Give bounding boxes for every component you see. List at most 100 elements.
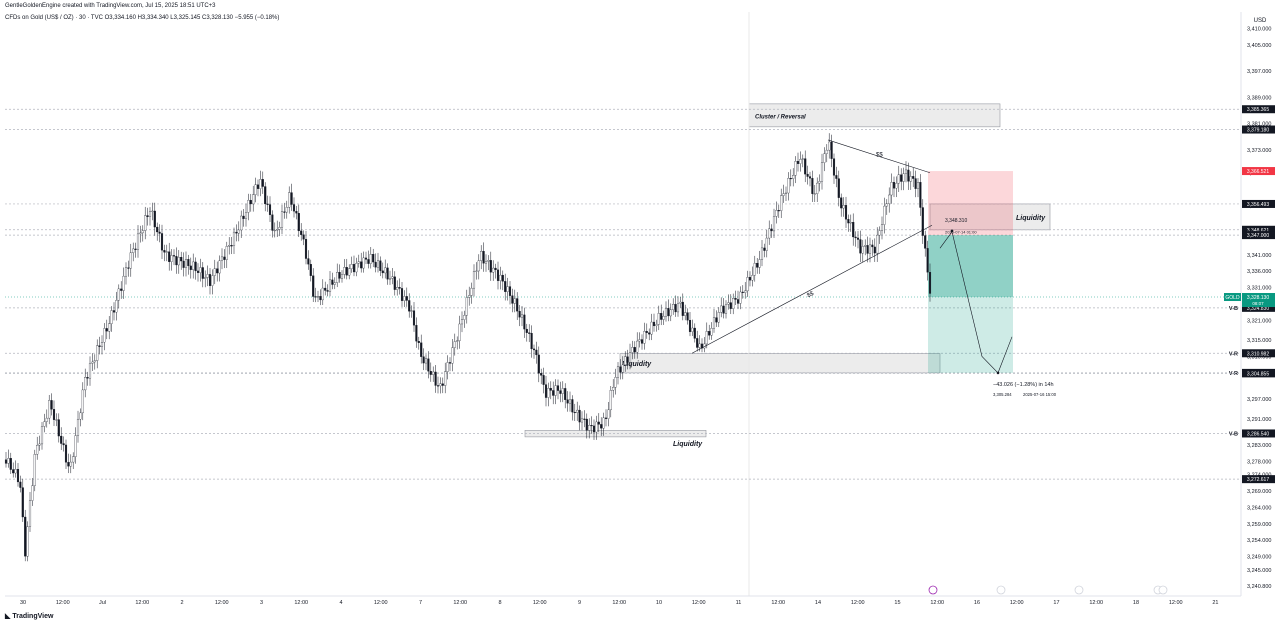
- candle-body: [57, 419, 60, 437]
- candle-body: [105, 328, 108, 332]
- candle-body: [552, 390, 555, 396]
- candle: [919, 174, 922, 216]
- candle-body: [225, 246, 228, 260]
- candle: [681, 293, 684, 321]
- candle-body: [369, 254, 372, 264]
- price-level-label: 3,379.180: [1247, 128, 1269, 134]
- candle-body: [256, 184, 260, 189]
- candle: [847, 214, 850, 232]
- candle: [508, 281, 512, 305]
- candle-body: [110, 310, 113, 324]
- zone-box: [929, 203, 1051, 231]
- candle-body: [772, 216, 776, 232]
- candle: [182, 252, 185, 277]
- candle-body: [343, 267, 346, 275]
- candle: [693, 323, 696, 343]
- candle: [552, 381, 555, 405]
- candle: [201, 262, 204, 288]
- price-level-badge: [1242, 369, 1275, 378]
- candle-body: [664, 308, 668, 317]
- candle: [278, 221, 281, 237]
- candle-body: [636, 340, 639, 353]
- candle: [112, 302, 116, 321]
- candle-body: [811, 178, 814, 194]
- candle: [650, 313, 653, 341]
- candle: [136, 225, 140, 258]
- candle-body: [525, 328, 528, 333]
- candle: [520, 306, 524, 327]
- x-tick-label: 12:00: [1169, 600, 1183, 606]
- candle-body: [127, 267, 130, 269]
- candle-body: [679, 301, 682, 304]
- candle-body: [122, 275, 125, 291]
- candle: [477, 254, 480, 280]
- candle: [40, 422, 44, 450]
- candle-body: [213, 268, 216, 276]
- candle-body: [268, 204, 272, 215]
- candle-body: [436, 385, 440, 387]
- candle: [566, 391, 569, 412]
- candle-body: [523, 314, 526, 330]
- candle-body: [427, 358, 430, 372]
- candle-body: [194, 261, 197, 272]
- candle: [748, 271, 752, 287]
- candle: [904, 161, 908, 183]
- candle-body: [559, 390, 562, 394]
- candle: [564, 383, 567, 409]
- candle: [57, 413, 60, 443]
- candle-body: [350, 264, 353, 269]
- candle: [583, 410, 586, 428]
- candle-body: [129, 252, 132, 269]
- candle-body: [650, 321, 653, 335]
- candle: [573, 403, 576, 421]
- candle-body: [278, 227, 281, 230]
- candle-body: [513, 298, 516, 304]
- candle-body: [84, 377, 87, 391]
- candle: [684, 304, 687, 321]
- y-tick-label: 3,336.000: [1247, 269, 1271, 275]
- candle: [607, 401, 610, 427]
- candle-body: [580, 418, 584, 423]
- candle: [28, 491, 32, 532]
- candle-body: [456, 340, 459, 342]
- candle-body: [396, 287, 399, 290]
- candle-body: [484, 261, 488, 264]
- candle-body: [235, 231, 238, 234]
- candle: [225, 241, 228, 269]
- candle: [230, 237, 233, 255]
- price-level-label: 3,272.617: [1247, 477, 1269, 483]
- candle-body: [844, 205, 848, 220]
- candle-body: [691, 327, 694, 332]
- x-tick-label: 12:00: [453, 600, 467, 606]
- candle-body: [482, 251, 485, 264]
- candle: [290, 183, 293, 211]
- x-tick-label: 2: [180, 600, 183, 606]
- candle-body: [259, 179, 262, 189]
- candle: [208, 268, 212, 295]
- candle: [79, 408, 82, 427]
- candle-body: [211, 275, 214, 286]
- candle: [516, 292, 519, 320]
- candle-body: [741, 291, 744, 293]
- price-level-badge: [1242, 225, 1275, 234]
- candle-body: [309, 264, 312, 276]
- candle-body: [775, 210, 778, 217]
- candle-body: [799, 159, 802, 164]
- candle: [600, 417, 603, 436]
- candle: [120, 281, 123, 299]
- candle-body: [417, 341, 420, 343]
- candle: [568, 391, 572, 412]
- candle-body: [88, 363, 92, 379]
- x-tick-label: 12:00: [930, 600, 944, 606]
- candle: [156, 222, 159, 241]
- candle-body: [76, 418, 80, 436]
- candle: [640, 334, 644, 350]
- candle-body: [64, 444, 68, 463]
- candle-body: [765, 237, 768, 251]
- y-tick-label: 3,259.000: [1247, 522, 1271, 528]
- candle-body: [290, 192, 293, 205]
- candle-body: [141, 230, 144, 234]
- candle-body: [729, 302, 732, 309]
- candle-body: [720, 305, 723, 313]
